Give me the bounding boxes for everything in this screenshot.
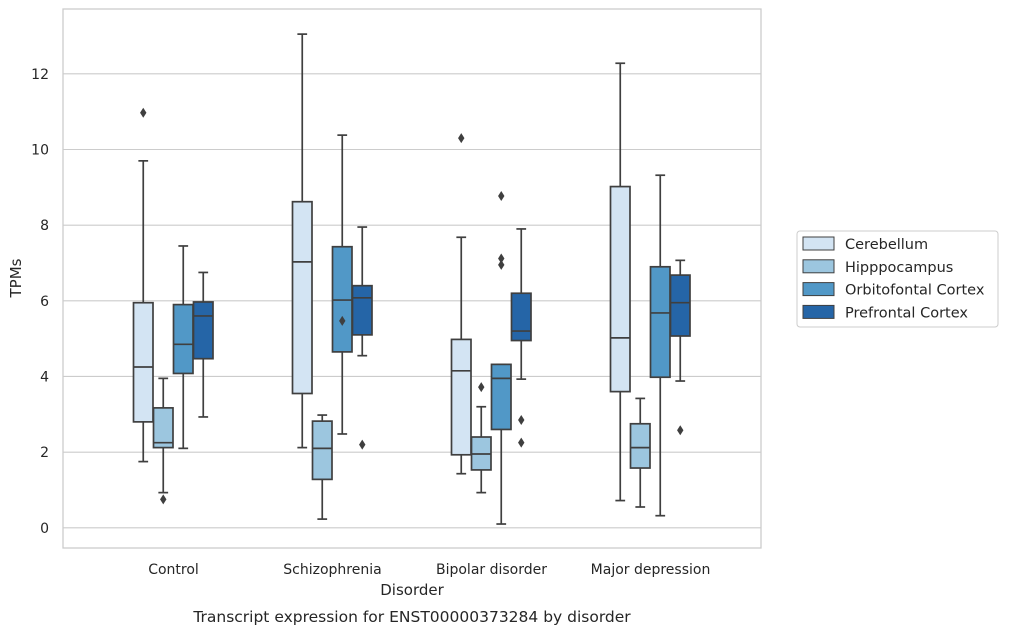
iqr-box — [649, 265, 671, 379]
iqr-box — [609, 185, 631, 393]
outlier-point — [339, 315, 346, 326]
x-tick-labels: Control Schizophrenia Bipolar disorder Majo… — [148, 562, 710, 578]
outlier-point — [458, 133, 465, 144]
legend-label: Prefrontal Cortex — [845, 305, 968, 321]
iqr-box — [510, 292, 532, 342]
iqr-box — [172, 303, 194, 375]
legend-label: Cerebellum — [845, 237, 928, 253]
box-prefrontal-cortex — [510, 228, 532, 448]
y-tick-labels: 0 2 4 6 8 10 12 — [31, 67, 49, 537]
outlier-point — [140, 107, 147, 118]
iqr-box — [450, 338, 472, 456]
outlier-point — [518, 437, 525, 448]
y-tick-label: 8 — [40, 218, 49, 234]
legend-swatch — [802, 259, 835, 274]
box-cerebellum — [132, 107, 154, 463]
box-hipppocampus — [470, 382, 492, 494]
box-prefrontal-cortex — [192, 271, 214, 418]
iqr-box — [490, 363, 512, 431]
legend-swatch — [802, 304, 835, 319]
gridlines — [63, 73, 761, 529]
legend-frame — [796, 230, 999, 328]
boxes — [132, 33, 691, 525]
box-cerebellum — [609, 62, 631, 502]
y-tick-label: 4 — [40, 369, 49, 385]
legend: Cerebellum Hipppocampus Orbitofontal Corte… — [796, 230, 999, 328]
box-orbitofontal-cortex — [649, 174, 671, 517]
outlier-point — [359, 439, 366, 450]
y-tick-label: 6 — [40, 294, 49, 310]
iqr-box — [629, 422, 651, 469]
iqr-box — [192, 301, 214, 360]
iqr-box — [132, 301, 154, 423]
y-tick-label: 0 — [40, 521, 49, 537]
legend-swatch — [802, 282, 835, 297]
outlier-point — [677, 425, 684, 436]
iqr-box — [291, 200, 313, 395]
x-tick-label: Bipolar disorder — [436, 562, 547, 578]
legend-label: Hipppocampus — [845, 260, 953, 276]
y-tick-label: 10 — [31, 143, 49, 159]
y-tick-label: 12 — [31, 67, 49, 83]
box-hipppocampus — [152, 377, 174, 505]
box-prefrontal-cortex — [351, 226, 373, 450]
outlier-point — [498, 253, 505, 264]
box-prefrontal-cortex — [669, 259, 691, 436]
box-hipppocampus — [311, 414, 333, 520]
y-axis-label: TPMs — [7, 258, 25, 298]
iqr-box — [311, 420, 333, 481]
box-cerebellum — [450, 133, 472, 475]
outlier-point — [160, 494, 167, 505]
x-axis-label: Disorder — [380, 581, 444, 599]
box-hipppocampus — [629, 397, 651, 508]
x-tick-label: Schizophrenia — [283, 562, 381, 578]
box-orbitofontal-cortex — [490, 191, 512, 525]
iqr-box — [669, 274, 691, 337]
box-orbitofontal-cortex — [172, 245, 194, 450]
box-cerebellum — [291, 33, 313, 449]
x-tick-label: Control — [148, 562, 199, 578]
iqr-box — [152, 407, 174, 449]
outlier-point — [478, 382, 485, 393]
outlier-point — [498, 259, 505, 270]
y-tick-label: 2 — [40, 445, 49, 461]
plot-area-frame — [62, 8, 762, 549]
box-orbitofontal-cortex — [331, 134, 353, 435]
outlier-point — [518, 414, 525, 425]
legend-swatch — [802, 236, 835, 251]
chart-caption: Transcript expression for ENST0000037328… — [192, 608, 631, 626]
legend-label: Orbitofontal Cortex — [845, 283, 985, 299]
iqr-box — [351, 284, 373, 336]
outlier-point — [498, 191, 505, 202]
x-tick-label: Major depression — [591, 562, 711, 578]
